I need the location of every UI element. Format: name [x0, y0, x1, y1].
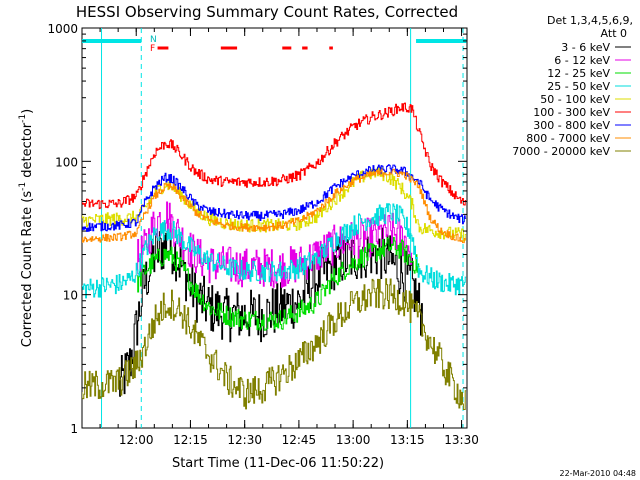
series-line — [82, 278, 467, 410]
flare-label: F — [150, 44, 155, 54]
timestamp: 22-Mar-2010 04:48 — [560, 469, 637, 478]
plot-frame — [81, 27, 468, 429]
x-tick-label: 13:00 — [336, 433, 371, 447]
x-tick-label: 12:00 — [119, 433, 154, 447]
legend-header-line2: Att 0 — [601, 27, 627, 40]
series-line — [82, 164, 467, 232]
y-tick-label: 1 — [70, 422, 78, 436]
x-tick-label: 13:30 — [444, 433, 479, 447]
legend-header-line1: Det 1,3,4,5,6,9, — [547, 14, 633, 27]
series-line — [137, 236, 420, 331]
series-line — [82, 203, 467, 299]
x-axis-label: Start Time (11-Dec-06 11:50:22) — [172, 456, 384, 471]
observing-bars — [82, 39, 467, 50]
x-tick-label: 13:15 — [390, 433, 425, 447]
y-tick-label: 10 — [63, 289, 78, 303]
legend-label: 12 - 25 keV — [547, 67, 610, 80]
legend-label: 800 - 7000 keV — [526, 132, 610, 145]
x-tick-label: 12:30 — [227, 433, 262, 447]
series-line — [82, 102, 467, 210]
legend-label: 6 - 12 keV — [554, 54, 610, 67]
series-line — [82, 168, 467, 244]
series-lines — [82, 102, 467, 410]
legend-label: 25 - 50 keV — [547, 80, 610, 93]
x-axis-ticks: 12:00 12:15 12:30 12:45 13:00 13:15 13:30 — [99, 28, 479, 447]
y-axis-ticks: 1 10 100 1000 — [47, 22, 467, 436]
legend-label: 100 - 300 keV — [533, 106, 610, 119]
legend-label: 300 - 800 keV — [533, 119, 610, 132]
y-axis-label: Corrected Count Rate (s-1 detector-1) — [18, 109, 35, 347]
x-tick-label: 12:45 — [282, 433, 317, 447]
legend-label: 7000 - 20000 keV — [512, 145, 610, 158]
legend-label: 3 - 6 keV — [561, 41, 610, 54]
night-label: N — [150, 35, 157, 45]
y-tick-label: 1000 — [47, 22, 78, 36]
chart-title: HESSI Observing Summary Count Rates, Cor… — [76, 3, 458, 21]
x-tick-label: 12:15 — [173, 433, 208, 447]
legend-label: 50 - 100 keV — [540, 93, 610, 106]
y-tick-label: 100 — [55, 155, 78, 169]
